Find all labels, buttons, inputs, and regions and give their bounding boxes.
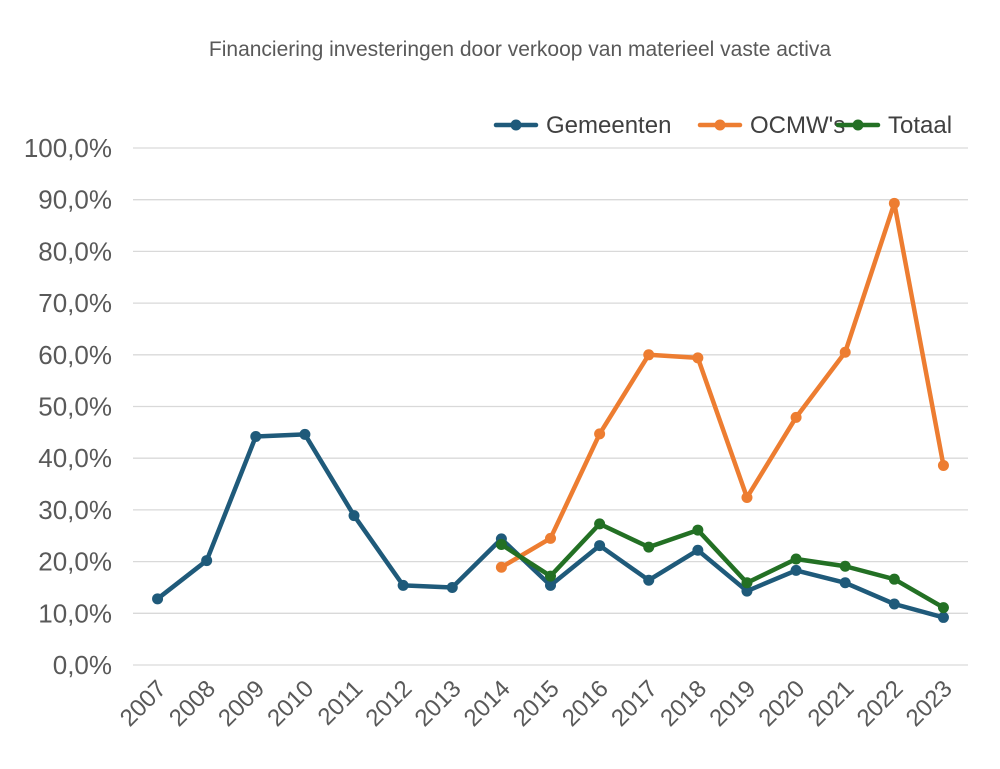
legend-item: Gemeenten (493, 112, 671, 139)
x-tick-label: 2021 (803, 675, 860, 732)
data-point (152, 593, 164, 605)
series-group (152, 428, 949, 623)
data-point (790, 553, 802, 565)
x-axis-ticks: 2007200820092010201120122013201420152016… (115, 675, 958, 732)
x-tick-label: 2007 (115, 675, 172, 732)
data-point (643, 349, 655, 361)
x-tick-label: 2016 (557, 675, 614, 732)
y-tick-label: 80,0% (38, 236, 112, 266)
data-point (201, 555, 213, 567)
chart-title: Financiering investeringen door verkoop … (209, 38, 831, 61)
data-point (741, 585, 753, 597)
data-point (839, 560, 851, 572)
data-point (495, 561, 507, 573)
data-point (888, 598, 900, 610)
x-tick-label: 2014 (459, 675, 516, 732)
legend-marker (852, 119, 864, 131)
x-tick-label: 2017 (606, 675, 663, 732)
data-point (937, 459, 949, 471)
y-tick-label: 70,0% (38, 288, 112, 318)
data-point (348, 510, 360, 522)
data-point (643, 574, 655, 586)
data-point (888, 573, 900, 585)
data-point (594, 518, 606, 530)
x-tick-label: 2022 (852, 675, 909, 732)
data-point (250, 430, 262, 442)
x-tick-label: 2008 (164, 675, 221, 732)
x-tick-label: 2015 (508, 675, 565, 732)
y-tick-label: 90,0% (38, 185, 112, 215)
data-point (888, 197, 900, 209)
data-point (545, 532, 556, 544)
legend-label: Totaal (888, 112, 952, 139)
data-point (790, 411, 802, 423)
y-tick-label: 40,0% (38, 443, 112, 473)
data-point (692, 544, 704, 556)
y-tick-label: 0,0% (53, 650, 112, 680)
data-point (937, 611, 949, 623)
legend-marker (714, 119, 726, 131)
y-tick-label: 10,0% (38, 598, 112, 628)
x-tick-label: 2013 (410, 675, 467, 732)
legend-label: OCMW's (750, 112, 845, 139)
series-group (495, 197, 949, 573)
data-point (741, 491, 753, 503)
data-point (495, 539, 507, 551)
x-tick-label: 2012 (361, 675, 418, 732)
data-point (692, 352, 704, 364)
series-line (499, 201, 946, 570)
data-point (741, 577, 753, 589)
data-point (446, 581, 458, 593)
data-point (937, 602, 949, 614)
x-tick-label: 2018 (655, 675, 712, 732)
y-tick-label: 30,0% (38, 495, 112, 525)
data-point (839, 346, 851, 358)
data-point (545, 570, 556, 582)
y-tick-label: 20,0% (38, 547, 112, 577)
series-line (499, 521, 946, 610)
data-point (545, 579, 556, 591)
legend-marker (510, 119, 522, 131)
data-point (397, 579, 409, 591)
x-tick-label: 2010 (262, 675, 319, 732)
legend: Gemeenten OCMW's Totaal (493, 112, 952, 139)
legend-label: Gemeenten (546, 112, 671, 139)
data-point (790, 564, 802, 576)
legend-item: OCMW's (697, 112, 845, 139)
data-point (299, 428, 311, 440)
series-lines (152, 197, 949, 623)
x-tick-label: 2023 (901, 675, 958, 732)
data-point (839, 577, 851, 589)
x-tick-label: 2009 (213, 675, 270, 732)
x-tick-label: 2020 (753, 675, 810, 732)
y-tick-label: 50,0% (38, 392, 112, 422)
x-tick-label: 2011 (313, 675, 369, 731)
data-point (643, 541, 655, 553)
gridlines (133, 147, 968, 666)
y-tick-label: 100,0% (24, 133, 112, 163)
data-point (692, 524, 704, 536)
series-group (495, 518, 949, 614)
y-tick-label: 60,0% (38, 340, 112, 370)
y-axis-ticks: 0,0% 10,0% 20,0% 30,0% 40,0% 50,0% 60,0% 70,0% 8… (24, 133, 112, 680)
data-point (594, 428, 606, 440)
data-point (594, 540, 606, 552)
legend-item: Totaal (835, 112, 952, 139)
x-tick-label: 2019 (704, 675, 761, 732)
